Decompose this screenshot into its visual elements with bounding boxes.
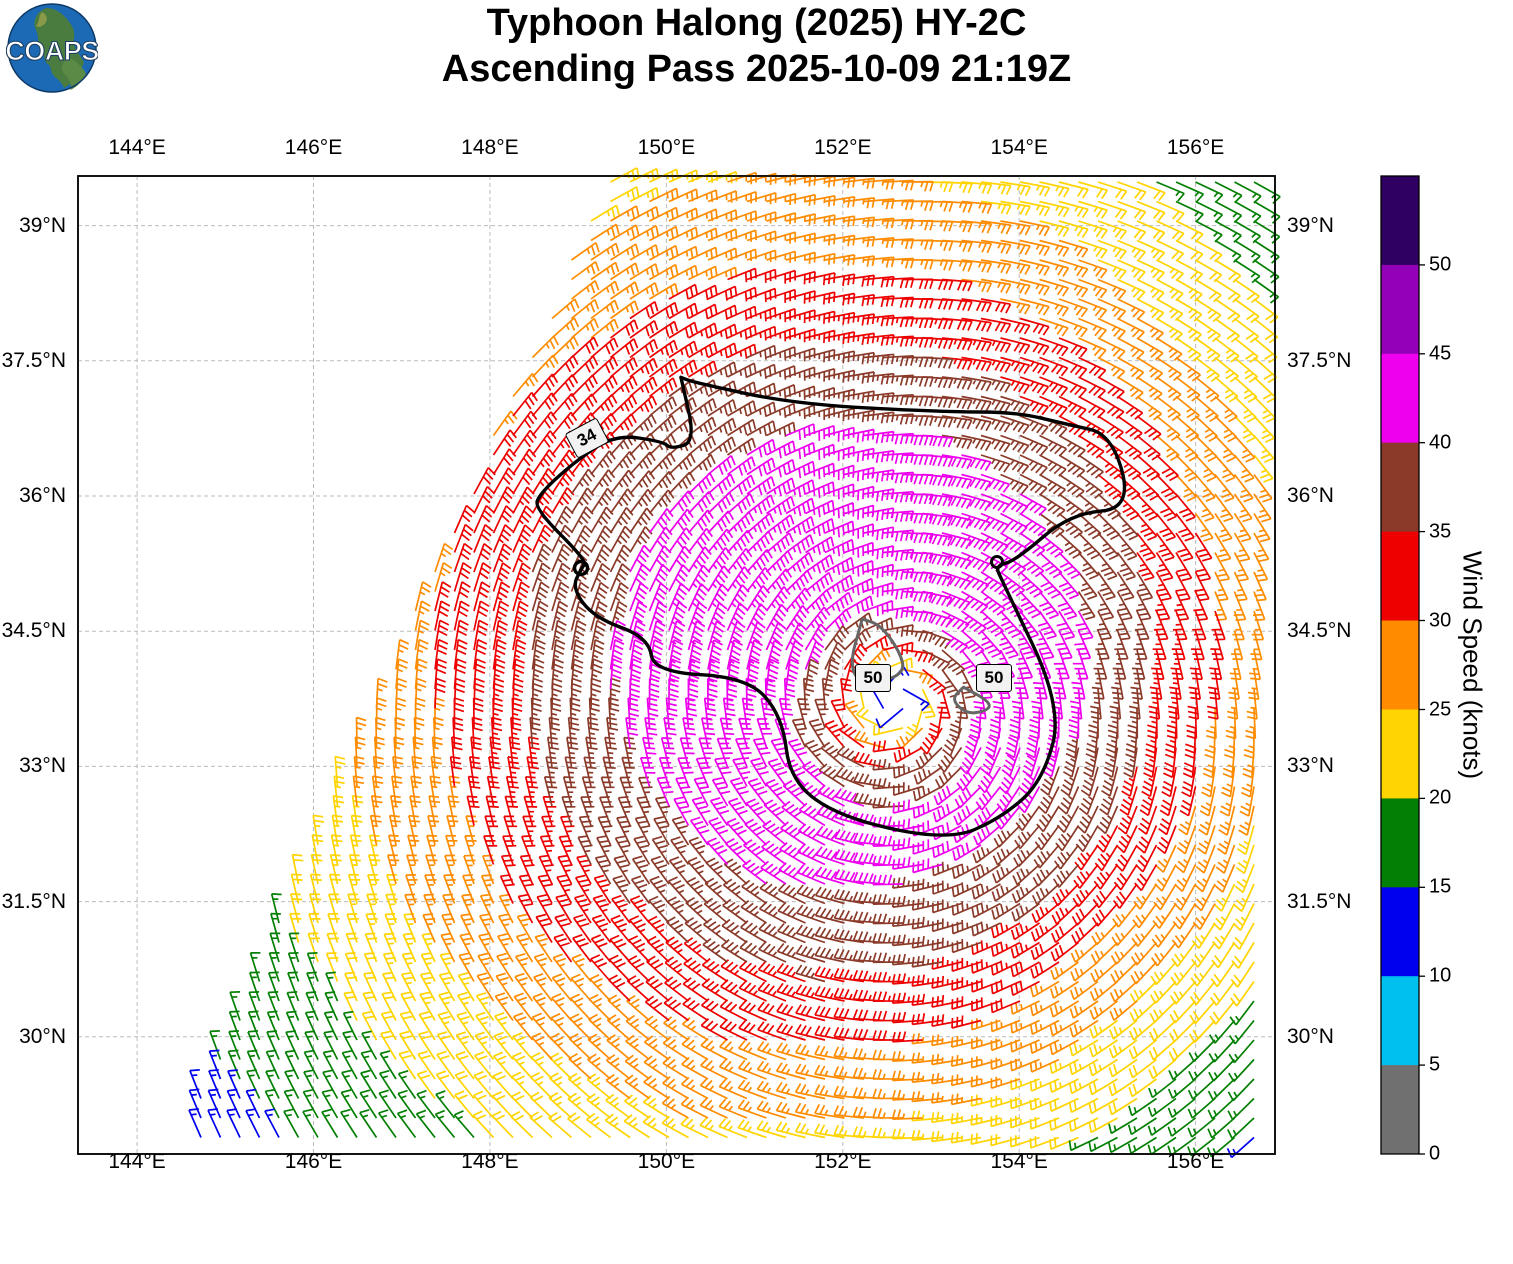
svg-text:COAPS: COAPS	[6, 36, 98, 66]
